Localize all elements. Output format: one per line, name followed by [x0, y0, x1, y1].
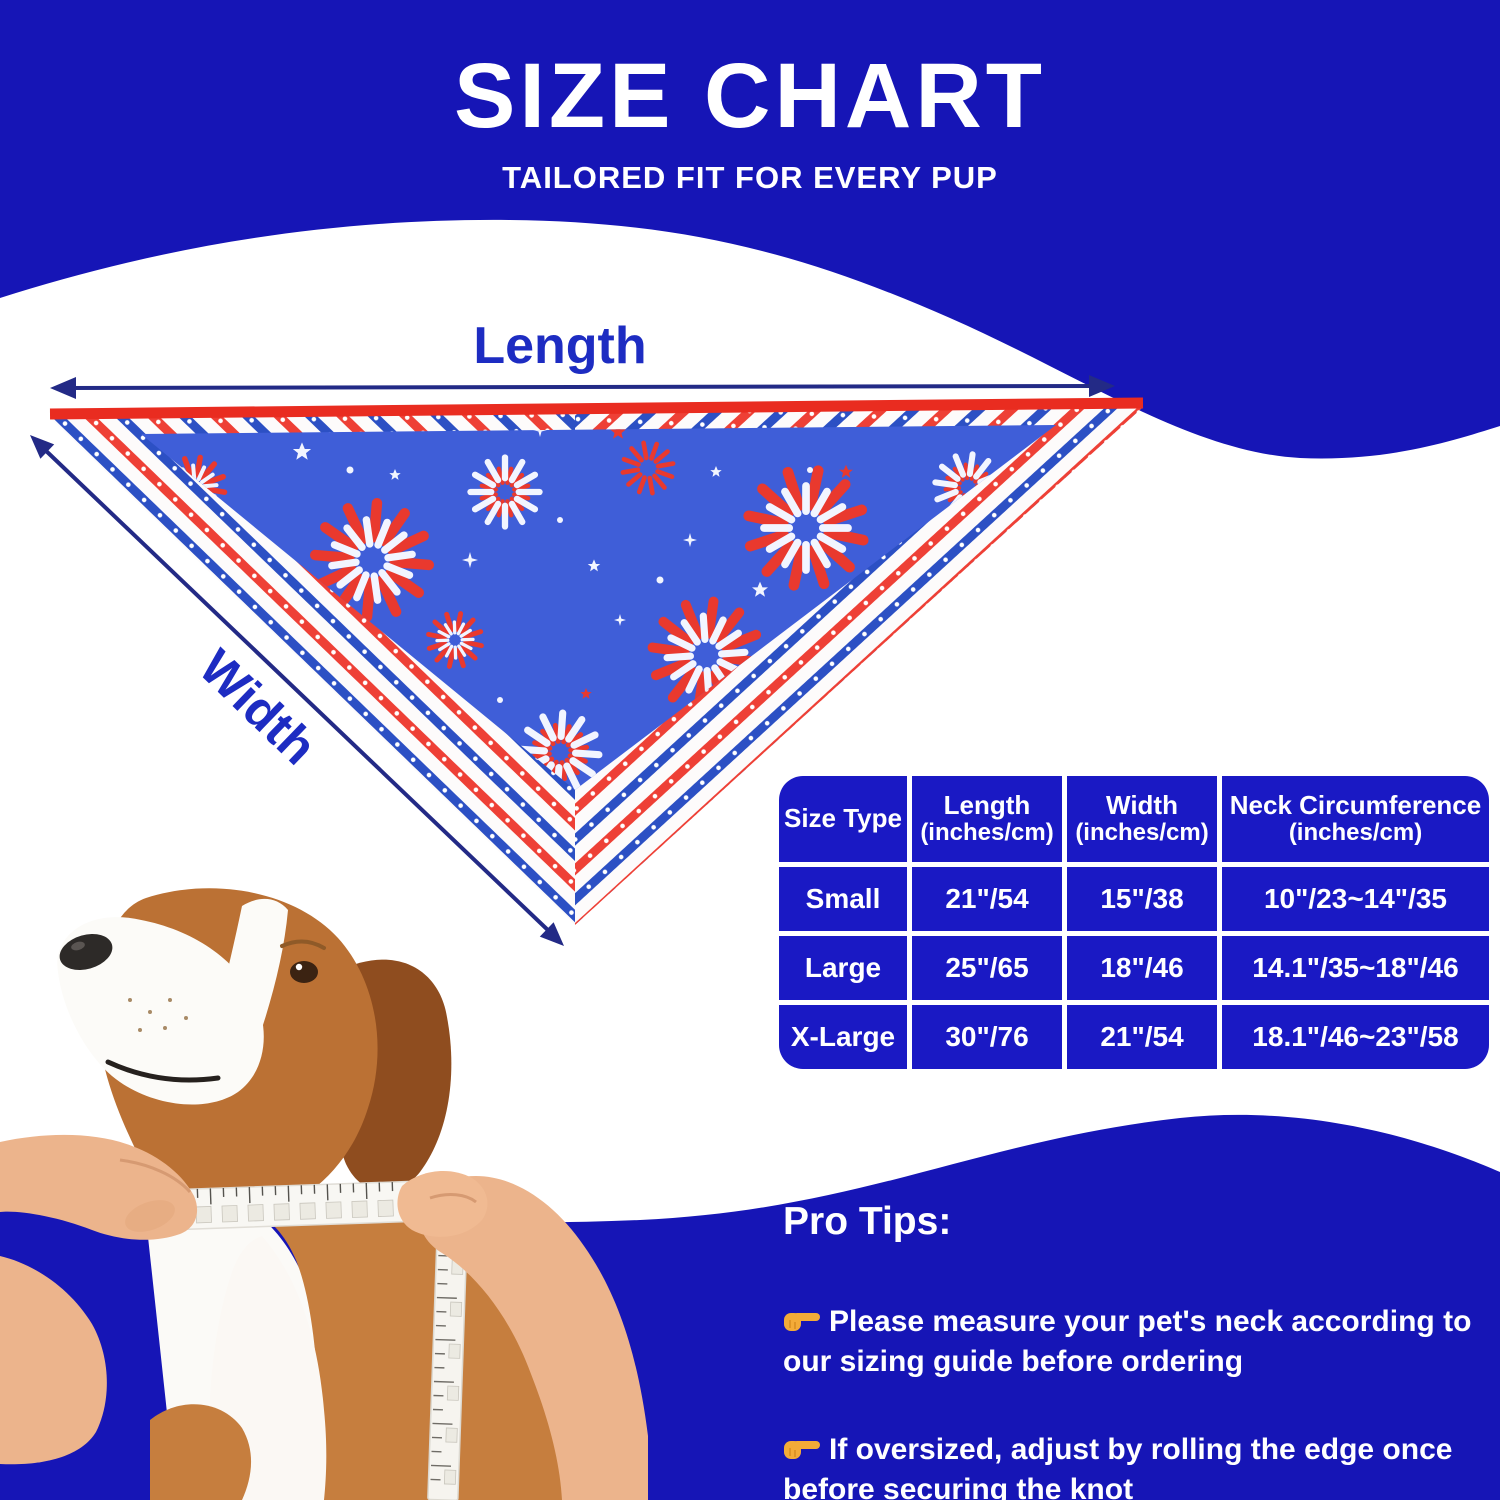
col-header-size-type: Size Type — [779, 776, 907, 862]
row-large-size: Large — [779, 936, 907, 1000]
pointing-hand-icon — [783, 1434, 821, 1462]
row-xlarge-length: 30"/76 — [912, 1005, 1062, 1069]
row-small-width: 15"/38 — [1067, 867, 1217, 931]
width-label: Width — [188, 638, 328, 776]
dog-measurement-photo — [0, 888, 648, 1500]
left-forearm — [0, 1256, 107, 1465]
col-header-length: Length (inches/cm) — [912, 776, 1062, 862]
row-small-neck: 10"/23~14"/35 — [1222, 867, 1489, 931]
pro-tip-2: If oversized, adjust by rolling the edge… — [783, 1430, 1500, 1500]
pro-tips-heading: Pro Tips: — [783, 1200, 952, 1243]
row-small-size: Small — [779, 867, 907, 931]
dog-nose — [59, 934, 113, 970]
length-label: Length — [473, 317, 647, 375]
pro-tips-section: Pro Tips: Please measure your pet's neck… — [783, 1200, 1500, 1500]
row-xlarge-width: 21"/54 — [1067, 1005, 1217, 1069]
row-small-length: 21"/54 — [912, 867, 1062, 931]
dog-eye — [290, 961, 318, 983]
pro-tip-1: Please measure your pet's neck according… — [783, 1302, 1500, 1382]
row-large-length: 25"/65 — [912, 936, 1062, 1000]
pro-tip-2-text: If oversized, adjust by rolling the edge… — [783, 1432, 1453, 1500]
dog-ear — [328, 959, 452, 1192]
page-subtitle: TAILORED FIT FOR EVERY PUP — [502, 160, 998, 195]
size-table: Size Type Length (inches/cm) Width (inch… — [779, 776, 1489, 1069]
bandana-top-hem — [49, 397, 1144, 420]
measuring-tape-tail — [427, 1240, 468, 1500]
row-large-width: 18"/46 — [1067, 936, 1217, 1000]
dog-illustration — [57, 888, 648, 1500]
right-arm — [397, 1171, 648, 1500]
row-xlarge-neck: 18.1"/46~23"/58 — [1222, 1005, 1489, 1069]
length-arrow — [50, 375, 1115, 399]
left-hand — [0, 1134, 198, 1240]
pro-tip-1-text: Please measure your pet's neck according… — [783, 1305, 1472, 1378]
width-arrow — [30, 435, 564, 946]
measuring-tape — [158, 1180, 414, 1231]
row-large-neck: 14.1"/35~18"/46 — [1222, 936, 1489, 1000]
col-header-neck: Neck Circumference (inches/cm) — [1222, 776, 1489, 862]
pointing-hand-icon — [783, 1306, 821, 1334]
page-title: SIZE CHART — [454, 45, 1046, 147]
row-xlarge-size: X-Large — [779, 1005, 907, 1069]
dog-head — [97, 888, 378, 1221]
col-header-width: Width (inches/cm) — [1067, 776, 1217, 862]
